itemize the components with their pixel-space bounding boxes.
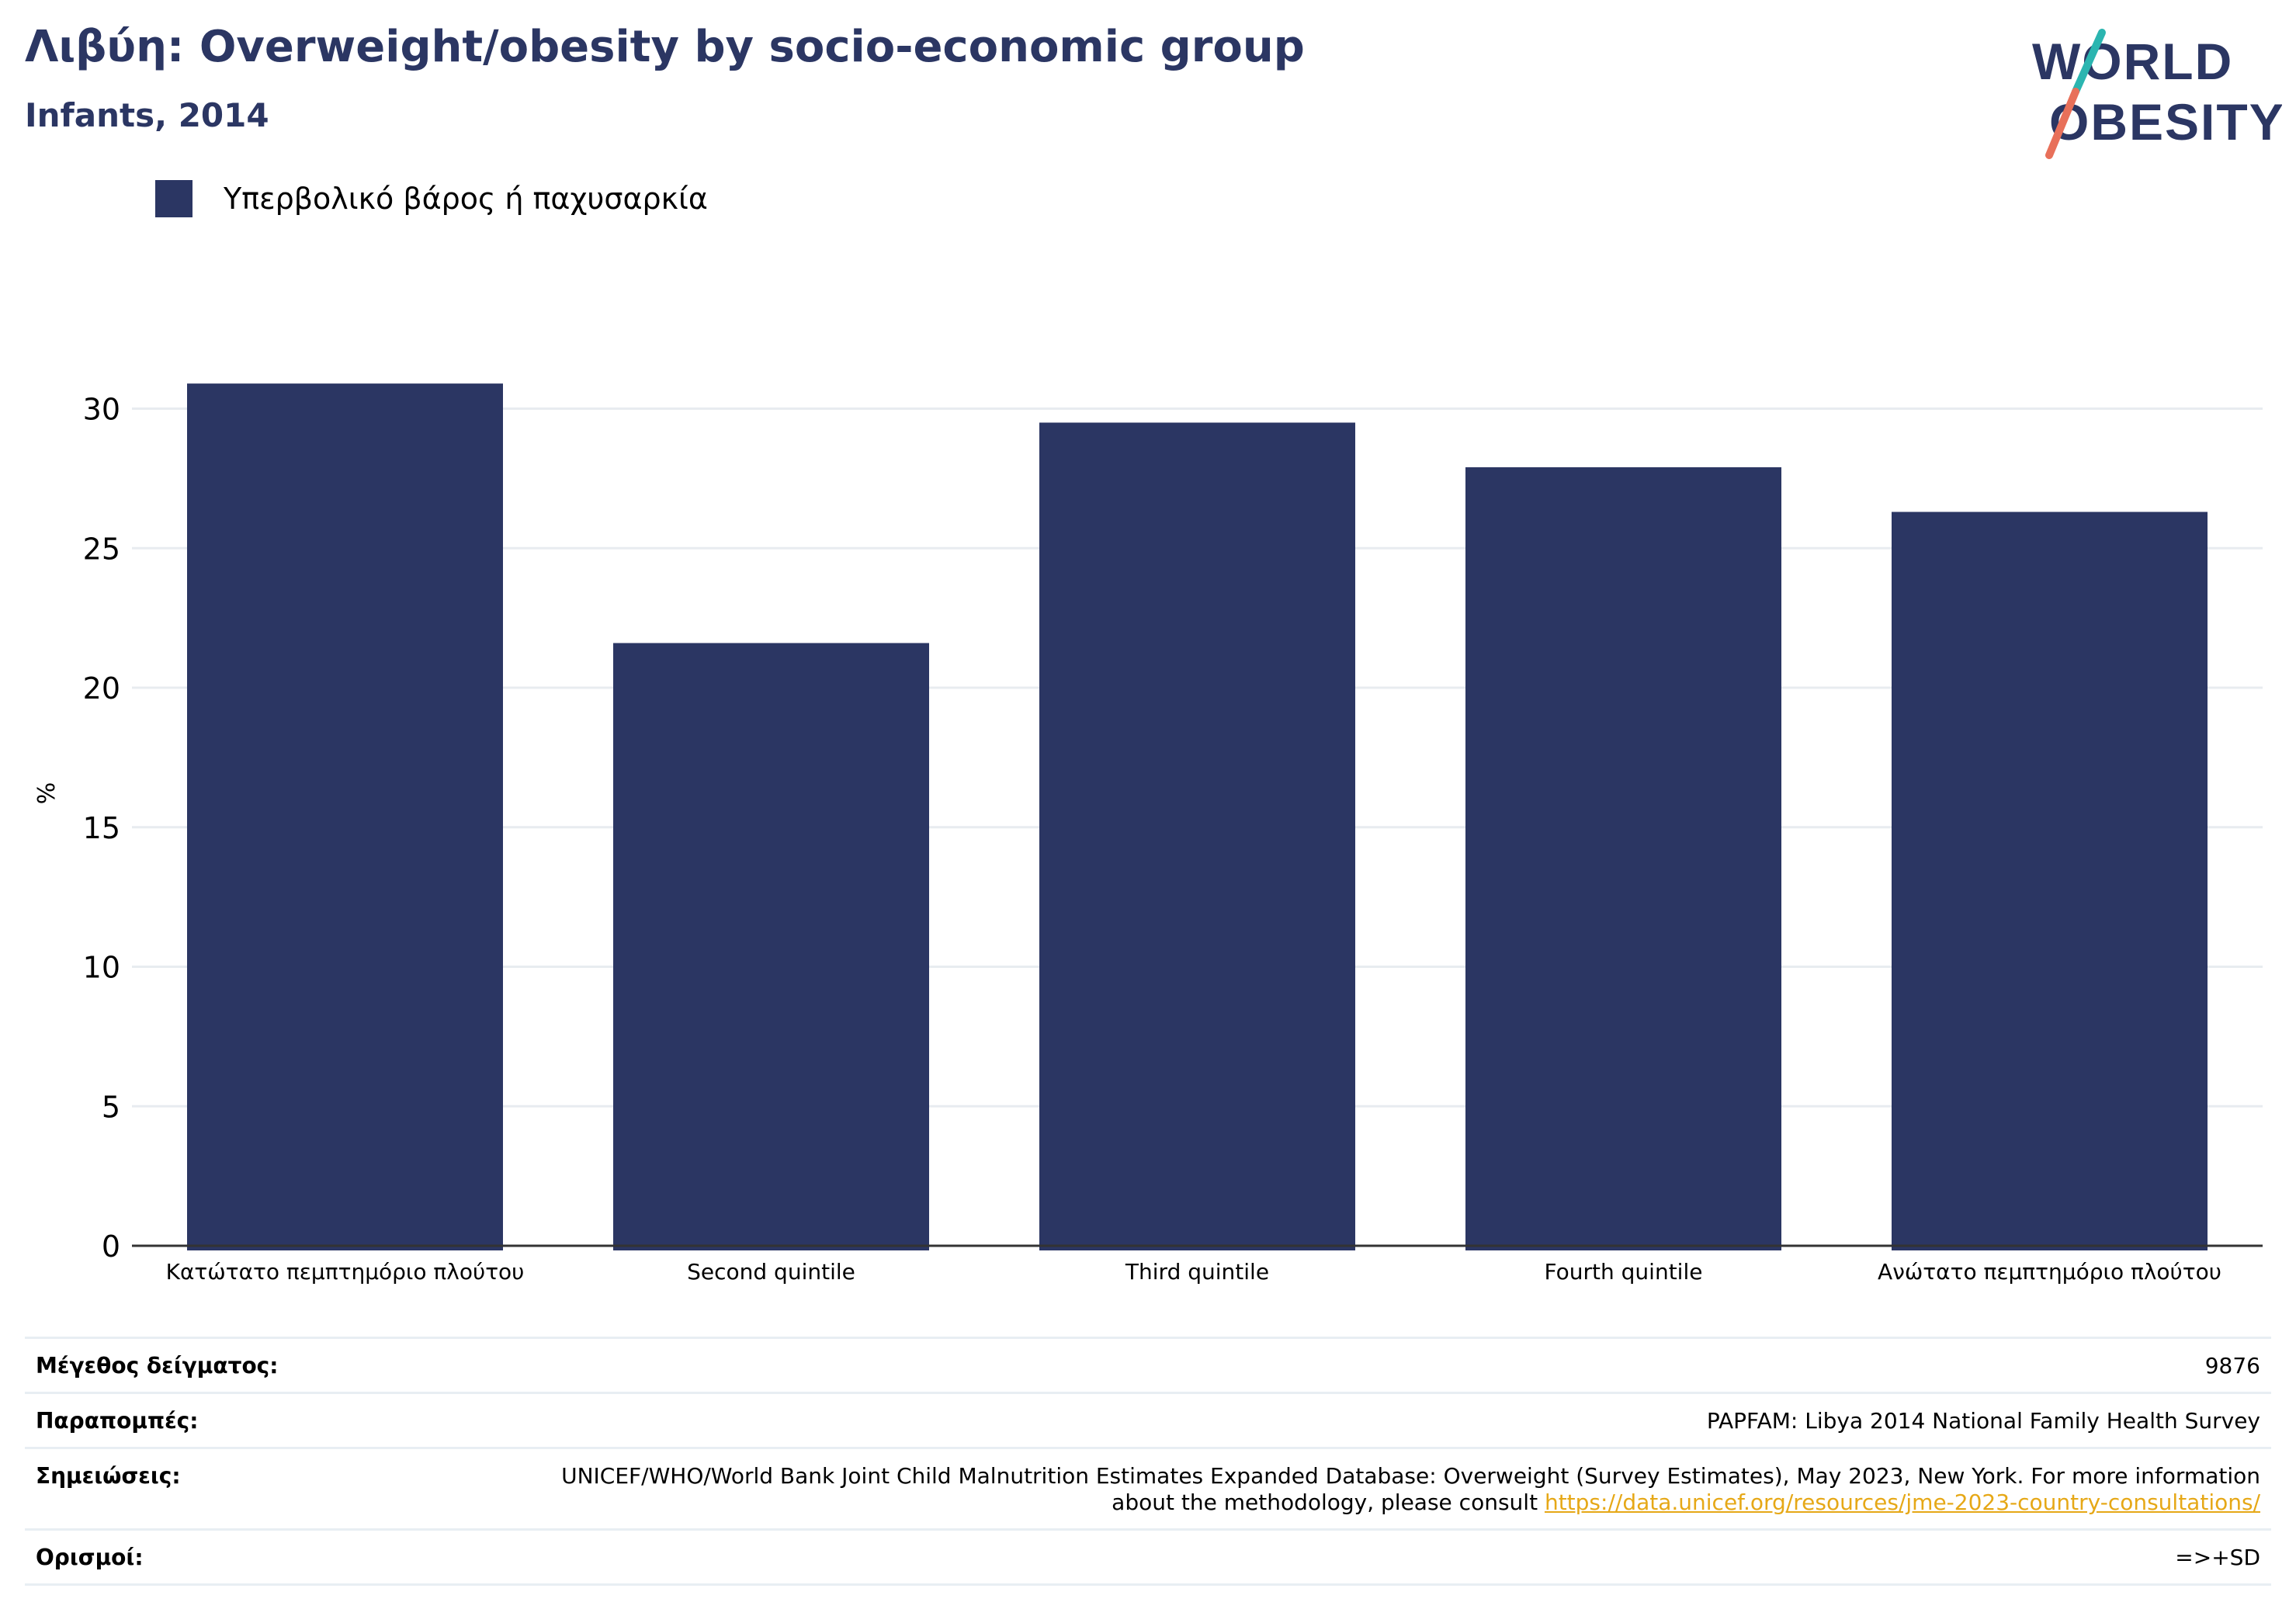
y-tick-label: 25 [83, 532, 120, 566]
y-tick-label: 10 [83, 951, 120, 985]
notes-value: UNICEF/WHO/World Bank Joint Child Malnut… [553, 1463, 2260, 1516]
sample-size-value: 9876 [2204, 1353, 2260, 1379]
bar [1465, 466, 1781, 1250]
meta-row-notes: Σημειώσεις: UNICEF/WHO/World Bank Joint … [25, 1447, 2271, 1528]
x-tick-label: Κατώτατο πεμπτημόριο πλούτου [166, 1259, 525, 1285]
svg-text:OBESITY: OBESITY [2049, 93, 2282, 151]
chart-legend: Υπερβολικό βάρος ή παχυσαρκία [155, 180, 708, 217]
definitions-value: =>+SD [2175, 1545, 2260, 1570]
meta-row-sample: Μέγεθος δείγματος: 9876 [25, 1337, 2271, 1392]
x-tick-label: Fourth quintile [1545, 1259, 1703, 1285]
bar [1892, 512, 2208, 1250]
chart-subtitle: Infants, 2014 [25, 96, 269, 134]
references-value: PAPFAM: Libya 2014 National Family Healt… [1706, 1408, 2260, 1434]
metadata-table: Μέγεθος δείγματος: 9876 Παραπομπές: PAPF… [25, 1337, 2271, 1586]
x-tick-label: Second quintile [687, 1259, 855, 1285]
definitions-label: Ορισμοί: [36, 1545, 144, 1570]
sample-size-label: Μέγεθος δείγματος: [36, 1353, 279, 1379]
y-tick-label: 15 [83, 811, 120, 845]
chart-title: Λιβύη: Overweight/obesity by socio-econo… [25, 22, 1305, 72]
references-label: Παραπομπές: [36, 1408, 199, 1434]
y-tick-label: 30 [83, 393, 120, 427]
bar [613, 643, 929, 1250]
legend-swatch [155, 180, 192, 217]
svg-text:WORLD: WORLD [2032, 33, 2233, 90]
world-obesity-logo: WORLD OBESITY [2032, 29, 2282, 159]
y-axis-label: % [33, 782, 61, 805]
methodology-link[interactable]: https://data.unicef.org/resources/jme-20… [1544, 1489, 2260, 1515]
bar-chart: 0 5 10 15 20 25 30 Κατώτατο πεμπτημόριο πλούτου… [33, 383, 2263, 1285]
notes-label: Σημειώσεις: [36, 1463, 181, 1489]
y-tick-label: 5 [102, 1090, 120, 1124]
x-tick-label: Third quintile [1125, 1259, 1269, 1285]
meta-row-definitions: Ορισμοί: =>+SD [25, 1528, 2271, 1586]
y-tick-label: 20 [83, 671, 120, 706]
legend-label: Υπερβολικό βάρος ή παχυσαρκία [224, 182, 708, 216]
bar [187, 383, 503, 1250]
x-tick-label: Ανώτατο πεμπτημόριο πλούτου [1878, 1259, 2221, 1285]
y-tick-label: 0 [102, 1229, 120, 1264]
notes-text: UNICEF/WHO/World Bank Joint Child Malnut… [561, 1463, 2260, 1515]
meta-row-references: Παραπομπές: PAPFAM: Libya 2014 National … [25, 1392, 2271, 1447]
bar [1039, 422, 1355, 1250]
